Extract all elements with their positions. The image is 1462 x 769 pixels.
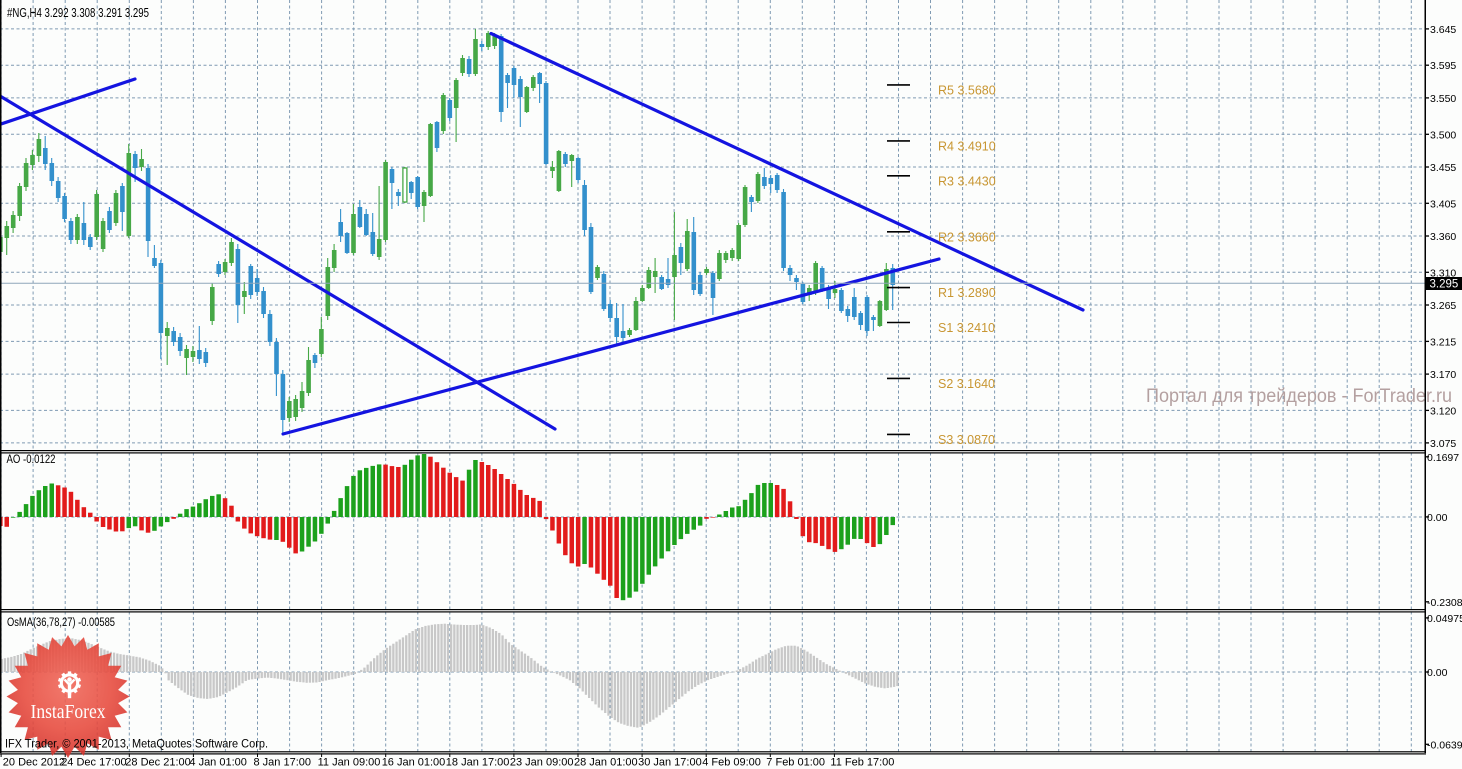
svg-text:3.595: 3.595 — [1430, 60, 1456, 72]
svg-text:24 Dec 17:00: 24 Dec 17:00 — [61, 757, 126, 769]
svg-text:3.360: 3.360 — [1430, 231, 1456, 243]
svg-text:3.265: 3.265 — [1430, 300, 1456, 312]
svg-text:0.00: 0.00 — [1427, 512, 1448, 524]
svg-text:#NG,H4 3.292 3.308 3.291 3.29: #NG,H4 3.292 3.308 3.291 3.295 — [7, 6, 149, 20]
svg-text:-0.2308: -0.2308 — [1427, 597, 1462, 609]
svg-text:0.00: 0.00 — [1427, 667, 1448, 679]
svg-text:4 Jan 01:00: 4 Jan 01:00 — [189, 757, 247, 769]
svg-text:3.075: 3.075 — [1430, 438, 1456, 450]
svg-text:S1 3.2410: S1 3.2410 — [938, 321, 995, 335]
svg-text:0.1697: 0.1697 — [1427, 452, 1459, 464]
svg-text:8 Jan 17:00: 8 Jan 17:00 — [254, 757, 312, 769]
svg-text:-0.0639: -0.0639 — [1427, 739, 1462, 751]
svg-text:3.215: 3.215 — [1430, 336, 1456, 348]
svg-text:11 Jan 09:00: 11 Jan 09:00 — [318, 757, 381, 769]
svg-text:3.405: 3.405 — [1430, 198, 1456, 210]
svg-text:18 Jan 17:00: 18 Jan 17:00 — [446, 757, 510, 769]
svg-text:16 Jan 01:00: 16 Jan 01:00 — [382, 757, 446, 769]
svg-text:Портал для трейдеров - ForTrad: Портал для трейдеров - ForTrader.ru — [1146, 385, 1452, 407]
svg-text:3.645: 3.645 — [1430, 24, 1456, 36]
svg-text:3.310: 3.310 — [1430, 267, 1456, 279]
svg-text:28 Dec 21:00: 28 Dec 21:00 — [125, 757, 190, 769]
svg-text:4 Feb 09:00: 4 Feb 09:00 — [702, 757, 761, 769]
svg-text:R3 3.4430: R3 3.4430 — [938, 174, 996, 188]
svg-text:3.500: 3.500 — [1430, 129, 1456, 141]
svg-text:R4 3.4910: R4 3.4910 — [938, 139, 996, 153]
svg-text:InstaForex: InstaForex — [31, 701, 106, 723]
svg-text:3.550: 3.550 — [1430, 93, 1456, 105]
svg-text:S3 3.0870: S3 3.0870 — [938, 433, 995, 447]
svg-text:7 Feb 01:00: 7 Feb 01:00 — [766, 757, 825, 769]
svg-text:3.170: 3.170 — [1430, 369, 1456, 381]
svg-text:0.04975: 0.04975 — [1427, 613, 1462, 625]
svg-text:3.120: 3.120 — [1430, 405, 1456, 417]
svg-text:20 Dec 2012: 20 Dec 2012 — [3, 757, 65, 769]
svg-text:S2 3.1640: S2 3.1640 — [938, 377, 995, 391]
svg-text:R1 3.2890: R1 3.2890 — [938, 286, 996, 300]
svg-text:IFX Trader, © 2001-2013, MetaQ: IFX Trader, © 2001-2013, MetaQuotes Soft… — [5, 737, 268, 751]
svg-text:23 Jan 09:00: 23 Jan 09:00 — [510, 757, 574, 769]
svg-text:R5 3.5680: R5 3.5680 — [938, 83, 996, 97]
svg-text:3.295: 3.295 — [1430, 279, 1459, 291]
svg-text:AO -0.0122: AO -0.0122 — [7, 454, 56, 466]
svg-text:3.455: 3.455 — [1430, 162, 1456, 174]
svg-text:R2 3.3660: R2 3.3660 — [938, 230, 996, 244]
svg-text:28 Jan 01:00: 28 Jan 01:00 — [574, 757, 638, 769]
svg-text:30 Jan 17:00: 30 Jan 17:00 — [638, 757, 702, 769]
svg-text:11 Feb 17:00: 11 Feb 17:00 — [830, 757, 894, 769]
svg-text:OsMA(36,78,27) -0.00585: OsMA(36,78,27) -0.00585 — [7, 617, 115, 629]
